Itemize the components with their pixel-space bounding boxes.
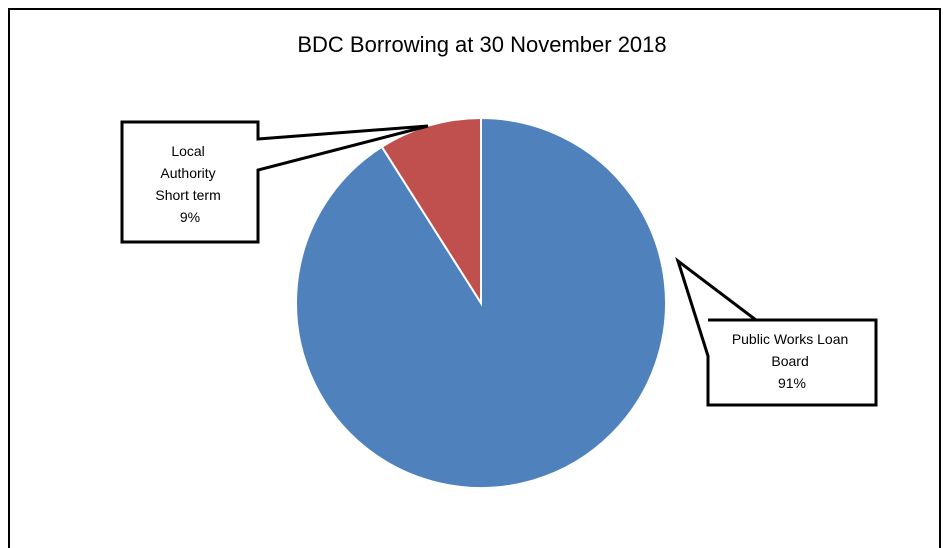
label-line: 9% — [180, 209, 200, 225]
callout-shape-public-works — [675, 256, 878, 407]
data-label-local-authority: Local Authority Short term 9% — [155, 143, 224, 225]
chart-title: BDC Borrowing at 30 November 2018 — [297, 32, 666, 57]
label-line: Local — [171, 143, 204, 159]
pie-slices — [295, 116, 667, 489]
data-label-public-works: Public Works Loan Board 91% — [732, 331, 852, 391]
callout-local-authority: Local Authority Short term 9% — [120, 120, 429, 244]
label-line: Short term — [155, 187, 220, 203]
label-line: Public Works Loan — [732, 331, 848, 347]
label-line: Authority — [160, 165, 215, 181]
label-line: 91% — [778, 375, 806, 391]
pie-slice-local-authority-short-term — [380, 116, 482, 307]
label-line: Board — [771, 353, 808, 369]
callout-public-works: Public Works Loan Board 91% — [675, 256, 878, 407]
callout-shape-local-authority — [120, 120, 429, 244]
